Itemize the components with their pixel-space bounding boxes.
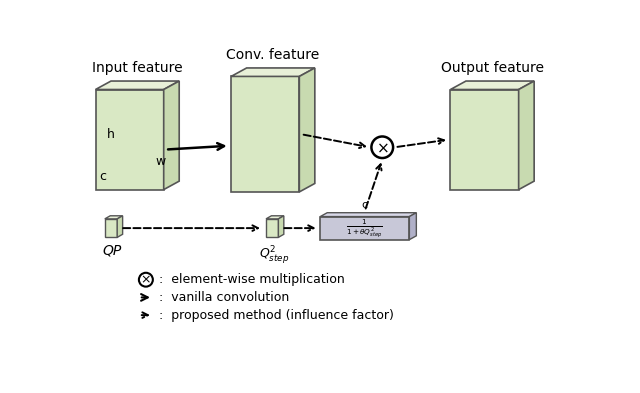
Text: $Q^2_{step}$: $Q^2_{step}$ (259, 244, 289, 266)
Text: :  vanilla convolution: : vanilla convolution (155, 291, 289, 304)
Text: :  proposed method (influence factor): : proposed method (influence factor) (155, 309, 394, 321)
Polygon shape (105, 219, 117, 237)
Polygon shape (451, 81, 534, 90)
Text: $\times$: $\times$ (376, 140, 388, 155)
Polygon shape (451, 90, 518, 189)
Text: w: w (156, 155, 166, 168)
Polygon shape (117, 216, 123, 237)
Text: $\frac{1}{1+\theta Q^2_{step}}$: $\frac{1}{1+\theta Q^2_{step}}$ (346, 217, 383, 239)
Polygon shape (231, 68, 315, 76)
Polygon shape (410, 213, 417, 240)
Polygon shape (518, 81, 534, 189)
Polygon shape (95, 90, 164, 189)
Polygon shape (278, 216, 284, 237)
Text: $\times$: $\times$ (141, 274, 151, 286)
Polygon shape (320, 217, 410, 240)
Polygon shape (266, 219, 278, 237)
Polygon shape (105, 216, 123, 219)
Text: Conv. feature: Conv. feature (227, 48, 319, 62)
Text: :  element-wise multiplication: : element-wise multiplication (155, 273, 345, 286)
Polygon shape (95, 81, 179, 90)
Text: c: c (99, 171, 106, 184)
Polygon shape (300, 68, 315, 192)
Text: c: c (362, 200, 368, 209)
Polygon shape (164, 81, 179, 189)
Polygon shape (266, 216, 284, 219)
Text: QP: QP (103, 244, 122, 257)
Polygon shape (320, 213, 417, 217)
Text: Input feature: Input feature (92, 61, 182, 75)
Polygon shape (231, 76, 300, 192)
Text: Output feature: Output feature (441, 61, 544, 75)
Text: h: h (107, 128, 115, 141)
